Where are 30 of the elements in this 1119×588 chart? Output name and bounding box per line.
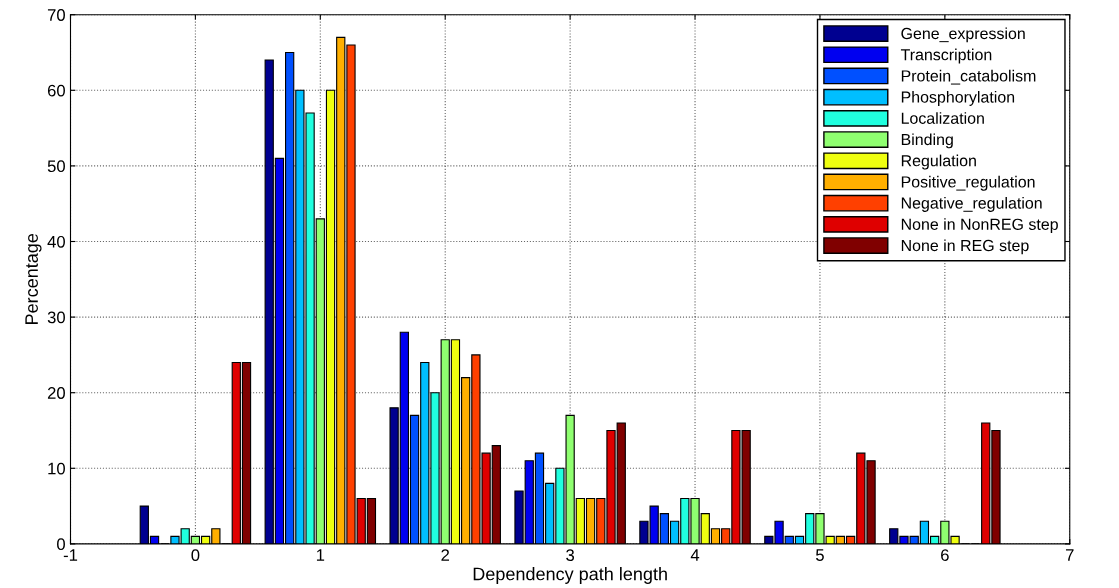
x-tick-label: 7 — [1065, 549, 1074, 561]
y-tick-label: 0 — [57, 538, 65, 551]
x-tick-label: 6 — [941, 549, 949, 561]
legend-label: Gene_expression — [901, 27, 1025, 43]
y-tick-label: 60 — [47, 84, 65, 97]
x-tick-label: 2 — [441, 549, 450, 561]
legend-label: Phosphorylation — [901, 91, 1015, 106]
x-tick-label: 1 — [316, 549, 325, 561]
y-tick-label: 10 — [48, 462, 65, 475]
x-tick-label: 5 — [815, 549, 824, 561]
legend-label: Regulation — [901, 154, 976, 170]
x-tick-label: -1 — [63, 549, 78, 561]
legend-label: Protein_catabolism — [901, 69, 1036, 85]
x-axis-title: Dependency path length — [473, 567, 667, 584]
legend-label: Localization — [901, 112, 984, 124]
y-tick-label: 70 — [47, 9, 65, 21]
x-tick-label: 3 — [566, 549, 575, 561]
legend-label: Negative_regulation — [901, 197, 1042, 212]
legend-label: Binding — [901, 133, 953, 149]
y-tick-label: 40 — [47, 235, 65, 248]
x-tick-label: 4 — [690, 549, 700, 561]
legend-label: Transcription — [900, 48, 992, 64]
y-tick-label: 30 — [47, 311, 65, 324]
y-axis-title: Percentage — [25, 233, 42, 324]
x-tick-label: 0 — [191, 549, 200, 561]
y-tick-label: 20 — [47, 387, 65, 399]
legend-label: None in REG step — [901, 239, 1029, 255]
legend-label: Positive_regulation — [901, 175, 1035, 191]
legend-label: None in NonREG step — [901, 218, 1058, 234]
y-tick-label: 50 — [47, 160, 65, 173]
